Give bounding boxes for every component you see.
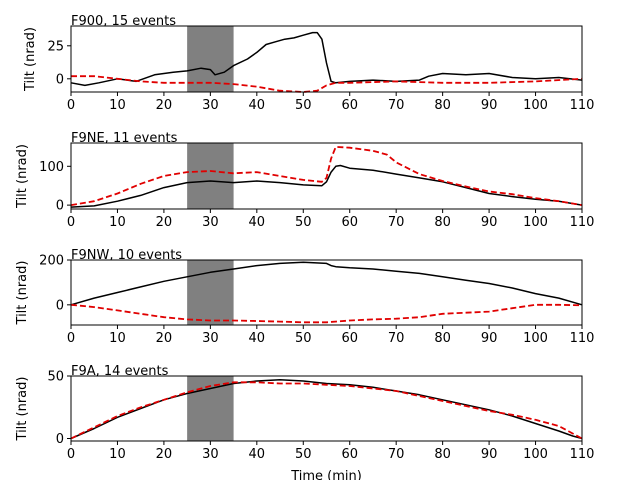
- x-tick-label: 90: [481, 215, 498, 230]
- x-tick-label: 0: [67, 331, 75, 346]
- axes-frame: [70, 375, 583, 442]
- x-tick-label: 90: [481, 447, 498, 462]
- series-line-red-dashed: [70, 145, 583, 206]
- x-tick-label: 10: [109, 331, 126, 346]
- axes-frame: [70, 142, 583, 210]
- x-tick-label: 90: [481, 98, 498, 113]
- panel-f9a: 0 10 20 30 40 50 60 70 80 90 100 110 0 50 F9A, 14 even…: [15, 364, 594, 480]
- x-tick-label: 30: [202, 447, 219, 462]
- x-tick-label: 20: [156, 447, 173, 462]
- x-tick-label: 60: [341, 98, 358, 113]
- x-tick-label: 50: [295, 98, 312, 113]
- x-tick-label: 80: [434, 447, 451, 462]
- panel-title: F9NW, 10 events: [71, 248, 182, 263]
- x-tick-label: 80: [434, 331, 451, 346]
- x-tick-label: 30: [202, 98, 219, 113]
- x-tick-label: 50: [295, 215, 312, 230]
- panel-title: F9A, 14 events: [71, 364, 169, 379]
- y-tick-label: 0: [56, 199, 64, 214]
- x-tick-label: 20: [156, 215, 173, 230]
- x-tick-label: 90: [481, 331, 498, 346]
- panel-title: F900, 15 events: [71, 14, 176, 29]
- x-tick-label: 100: [523, 447, 548, 462]
- x-tick-label: 60: [341, 215, 358, 230]
- x-tick-label: 0: [67, 98, 75, 113]
- series-line-red-dashed: [70, 381, 583, 440]
- x-tick-label: 40: [249, 98, 266, 113]
- series-line-black: [70, 379, 583, 440]
- x-tick-label: 10: [109, 98, 126, 113]
- x-tick-label: 100: [523, 331, 548, 346]
- x-tick-label: 40: [249, 447, 266, 462]
- x-tick-label: 100: [523, 215, 548, 230]
- y-tick-label: 200: [39, 254, 64, 269]
- x-tick-label: 110: [570, 215, 595, 230]
- x-tick-label: 80: [434, 215, 451, 230]
- x-tick-label: 20: [156, 98, 173, 113]
- x-tick-label: 0: [67, 447, 75, 462]
- x-axis-label: Time (min): [290, 469, 362, 480]
- x-tick-label: 20: [156, 331, 173, 346]
- x-tick-label: 70: [388, 331, 405, 346]
- x-tick-label: 60: [341, 331, 358, 346]
- y-tick-label: 0: [56, 72, 64, 87]
- x-tick-label: 50: [295, 447, 312, 462]
- series-line-red-dashed: [71, 75, 583, 93]
- x-tick-label: 70: [388, 215, 405, 230]
- x-tick-label: 60: [341, 447, 358, 462]
- x-tick-label: 110: [570, 98, 595, 113]
- x-tick-label: 110: [570, 447, 595, 462]
- x-tick-label: 50: [295, 331, 312, 346]
- x-tick-label: 40: [249, 331, 266, 346]
- y-axis-label: Tilt (nrad): [15, 377, 30, 442]
- x-tick-label: 30: [202, 331, 219, 346]
- x-tick-label: 80: [434, 98, 451, 113]
- panel-f9ne: 0 10 20 30 40 50 60 70 80 90 100 110 0 100 F9NE, 11 ev…: [15, 131, 594, 230]
- x-tick-label: 110: [570, 331, 595, 346]
- panel-f900: 0 10 20 30 40 50 60 70 80 90 100 110 0 25 F900, 15 eve…: [23, 14, 594, 113]
- x-tick-label: 40: [249, 215, 266, 230]
- axes-frame: [70, 259, 583, 326]
- panel-title: F9NE, 11 events: [71, 131, 178, 146]
- panel-f9nw: 0 10 20 30 40 50 60 70 80 90 100 110 0 200 F9NW, 10 ev…: [15, 248, 594, 346]
- series-line-black: [70, 164, 583, 208]
- x-tick-label: 100: [523, 98, 548, 113]
- x-tick-label: 30: [202, 215, 219, 230]
- shaded-region: [187, 26, 234, 92]
- x-tick-label: 0: [67, 215, 75, 230]
- series-line-black: [70, 31, 583, 87]
- series-line-black: [70, 261, 583, 306]
- y-axis-label: Tilt (nrad): [15, 144, 30, 209]
- y-tick-label: 0: [56, 432, 64, 447]
- y-tick-label: 25: [47, 39, 64, 54]
- x-tick-label: 10: [109, 447, 126, 462]
- x-tick-label: 10: [109, 215, 126, 230]
- y-tick-label: 50: [47, 370, 64, 385]
- x-tick-label: 70: [388, 447, 405, 462]
- y-tick-label: 100: [39, 160, 64, 175]
- x-tick-label: 70: [388, 98, 405, 113]
- y-axis-label: Tilt (nrad): [15, 261, 30, 326]
- axes-frame: [70, 25, 583, 93]
- y-tick-label: 0: [56, 298, 64, 313]
- y-axis-label: Tilt (nrad): [23, 27, 38, 92]
- series-line-red-dashed: [70, 303, 583, 324]
- shaded-region: [187, 143, 234, 209]
